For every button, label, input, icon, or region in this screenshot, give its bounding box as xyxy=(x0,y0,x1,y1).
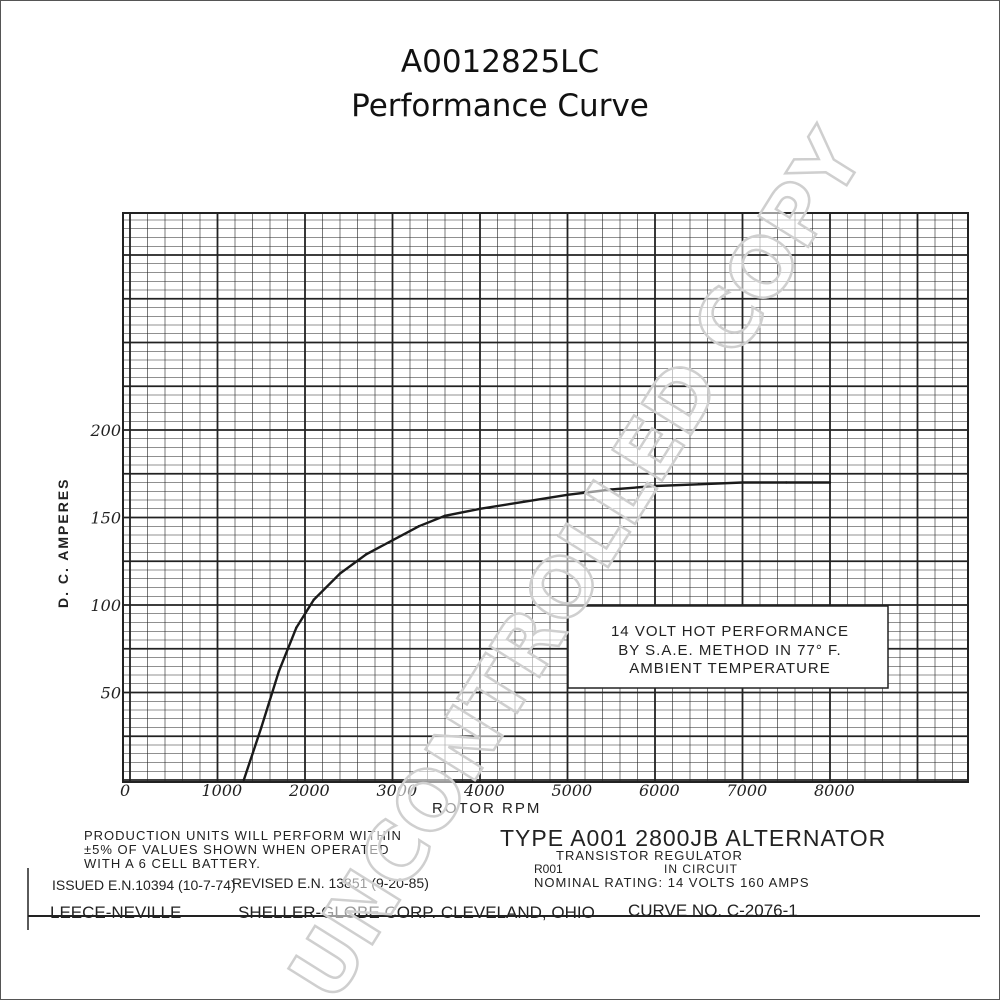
data-point xyxy=(295,626,298,629)
x-tick-label: 0 xyxy=(120,781,130,800)
y-tick-label: 50 xyxy=(101,684,121,703)
page-title: A0012825LC xyxy=(400,44,600,80)
production-note-line-2: ±5% OF VALUES SHOWN WHEN OPERATED xyxy=(84,842,389,857)
data-point xyxy=(242,778,245,782)
annotation-line-2: BY S.A.E. METHOD IN 77° F. xyxy=(618,642,841,659)
nominal-rating: NOMINAL RATING: 14 VOLTS 160 AMPS xyxy=(534,875,810,890)
data-point xyxy=(522,500,525,503)
revised-note: REVISED E.N. 13851 (9-20-85) xyxy=(232,875,429,891)
x-tick-label: 3000 xyxy=(377,781,418,800)
data-point xyxy=(566,493,569,496)
annotation-line-3: AMBIENT TEMPERATURE xyxy=(629,660,831,677)
company-left: LEECE-NEVILLE xyxy=(50,903,181,922)
x-tick-label: 1000 xyxy=(202,781,243,800)
y-axis-label: D. C. AMPERES xyxy=(55,478,71,609)
issued-note: ISSUED E.N.10394 (10-7-74) xyxy=(52,877,236,893)
x-tick-label: 6000 xyxy=(639,781,680,800)
x-tick-label: 4000 xyxy=(463,781,505,800)
production-note-line-1: PRODUCTION UNITS WILL PERFORM WITHIN xyxy=(84,828,402,843)
data-point xyxy=(653,484,657,488)
type-label: TYPE A001 2800JB ALTERNATOR xyxy=(500,825,886,851)
annotation-box xyxy=(567,605,889,689)
y-tick-label: 200 xyxy=(89,421,121,440)
data-point xyxy=(443,514,447,517)
series-points xyxy=(242,481,832,782)
data-point xyxy=(338,572,342,575)
y-tick-labels: 50 100 150 200 xyxy=(89,421,121,703)
data-point xyxy=(312,598,315,601)
data-point xyxy=(391,539,394,542)
x-tick-label: 8000 xyxy=(814,781,855,800)
data-point xyxy=(277,670,280,673)
page-subtitle: Performance Curve xyxy=(351,88,649,124)
data-point xyxy=(260,726,263,729)
y-tick-label: 150 xyxy=(90,509,121,528)
regulator-model: R001 xyxy=(534,862,563,876)
data-point xyxy=(478,507,482,510)
data-point xyxy=(785,481,788,484)
data-point xyxy=(741,481,744,484)
regulator-label: TRANSISTOR REGULATOR xyxy=(556,848,743,863)
production-note-line-3: WITH A 6 CELL BATTERY. xyxy=(84,856,261,871)
data-point xyxy=(610,488,613,491)
data-point xyxy=(417,525,420,528)
x-axis-label: ROTOR RPM xyxy=(432,800,541,817)
data-point xyxy=(697,483,700,486)
annotation-line-1: 14 VOLT HOT PERFORMANCE xyxy=(611,623,849,640)
company-right: SHELLER-GLOBE CORP. CLEVELAND, OHIO xyxy=(238,903,595,922)
curve-number: CURVE NO. C-2076-1 xyxy=(628,901,798,920)
x-tick-label: 5000 xyxy=(552,781,593,800)
x-tick-labels: 0 1000 2000 3000 4000 5000 6000 7000 8000 xyxy=(120,781,855,800)
in-circuit-label: IN CIRCUIT xyxy=(664,862,738,876)
data-point xyxy=(828,481,832,484)
x-tick-label: 7000 xyxy=(727,781,768,800)
x-tick-label: 2000 xyxy=(288,781,330,800)
data-point xyxy=(365,553,368,556)
y-tick-label: 100 xyxy=(90,596,121,615)
